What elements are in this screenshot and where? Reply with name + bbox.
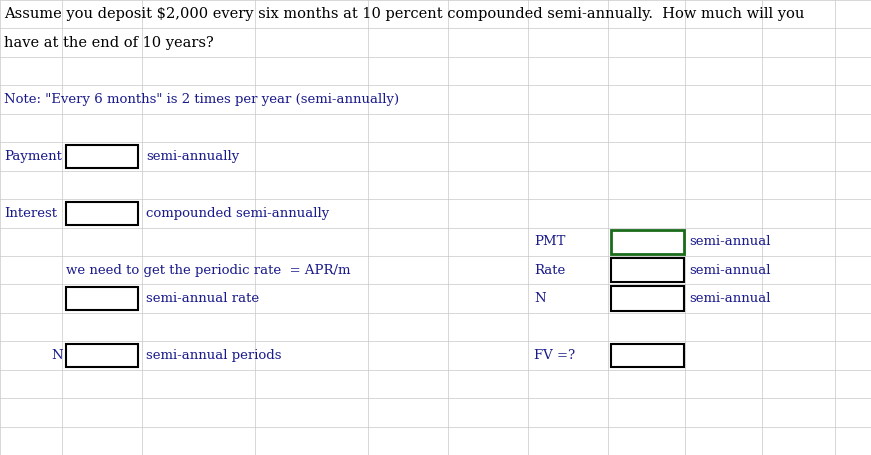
Text: Rate: Rate [534,263,565,277]
Text: Note: "Every 6 months" is 2 times per year (semi-annually): Note: "Every 6 months" is 2 times per ye… [4,93,399,106]
Text: semi-annual: semi-annual [689,292,771,305]
Text: N: N [51,349,63,362]
Bar [611,258,684,283]
Text: semi-annual rate: semi-annual rate [146,292,260,305]
Text: Interest: Interest [4,207,57,220]
Text: Assume you deposit $2,000 every six months at 10 percent compounded semi-annuall: Assume you deposit $2,000 every six mont… [4,7,805,21]
Text: semi-annual periods: semi-annual periods [146,349,281,362]
Text: semi-annual: semi-annual [689,235,771,248]
Text: PMT: PMT [534,235,565,248]
Text: Payment: Payment [4,150,62,163]
Bar [66,145,138,168]
Text: have at the end of 10 years?: have at the end of 10 years? [4,35,213,50]
Bar [611,286,684,311]
Text: FV =?: FV =? [534,349,575,362]
Text: N: N [534,292,545,305]
Bar [66,344,138,367]
Text: semi-annual: semi-annual [689,263,771,277]
Bar [66,287,138,310]
Text: semi-annually: semi-annually [146,150,240,163]
Text: we need to get the periodic rate  = APR/m: we need to get the periodic rate = APR/m [66,263,350,277]
Bar [611,229,684,254]
Bar [66,202,138,225]
Text: compounded semi-annually: compounded semi-annually [146,207,329,220]
Bar [611,344,684,367]
